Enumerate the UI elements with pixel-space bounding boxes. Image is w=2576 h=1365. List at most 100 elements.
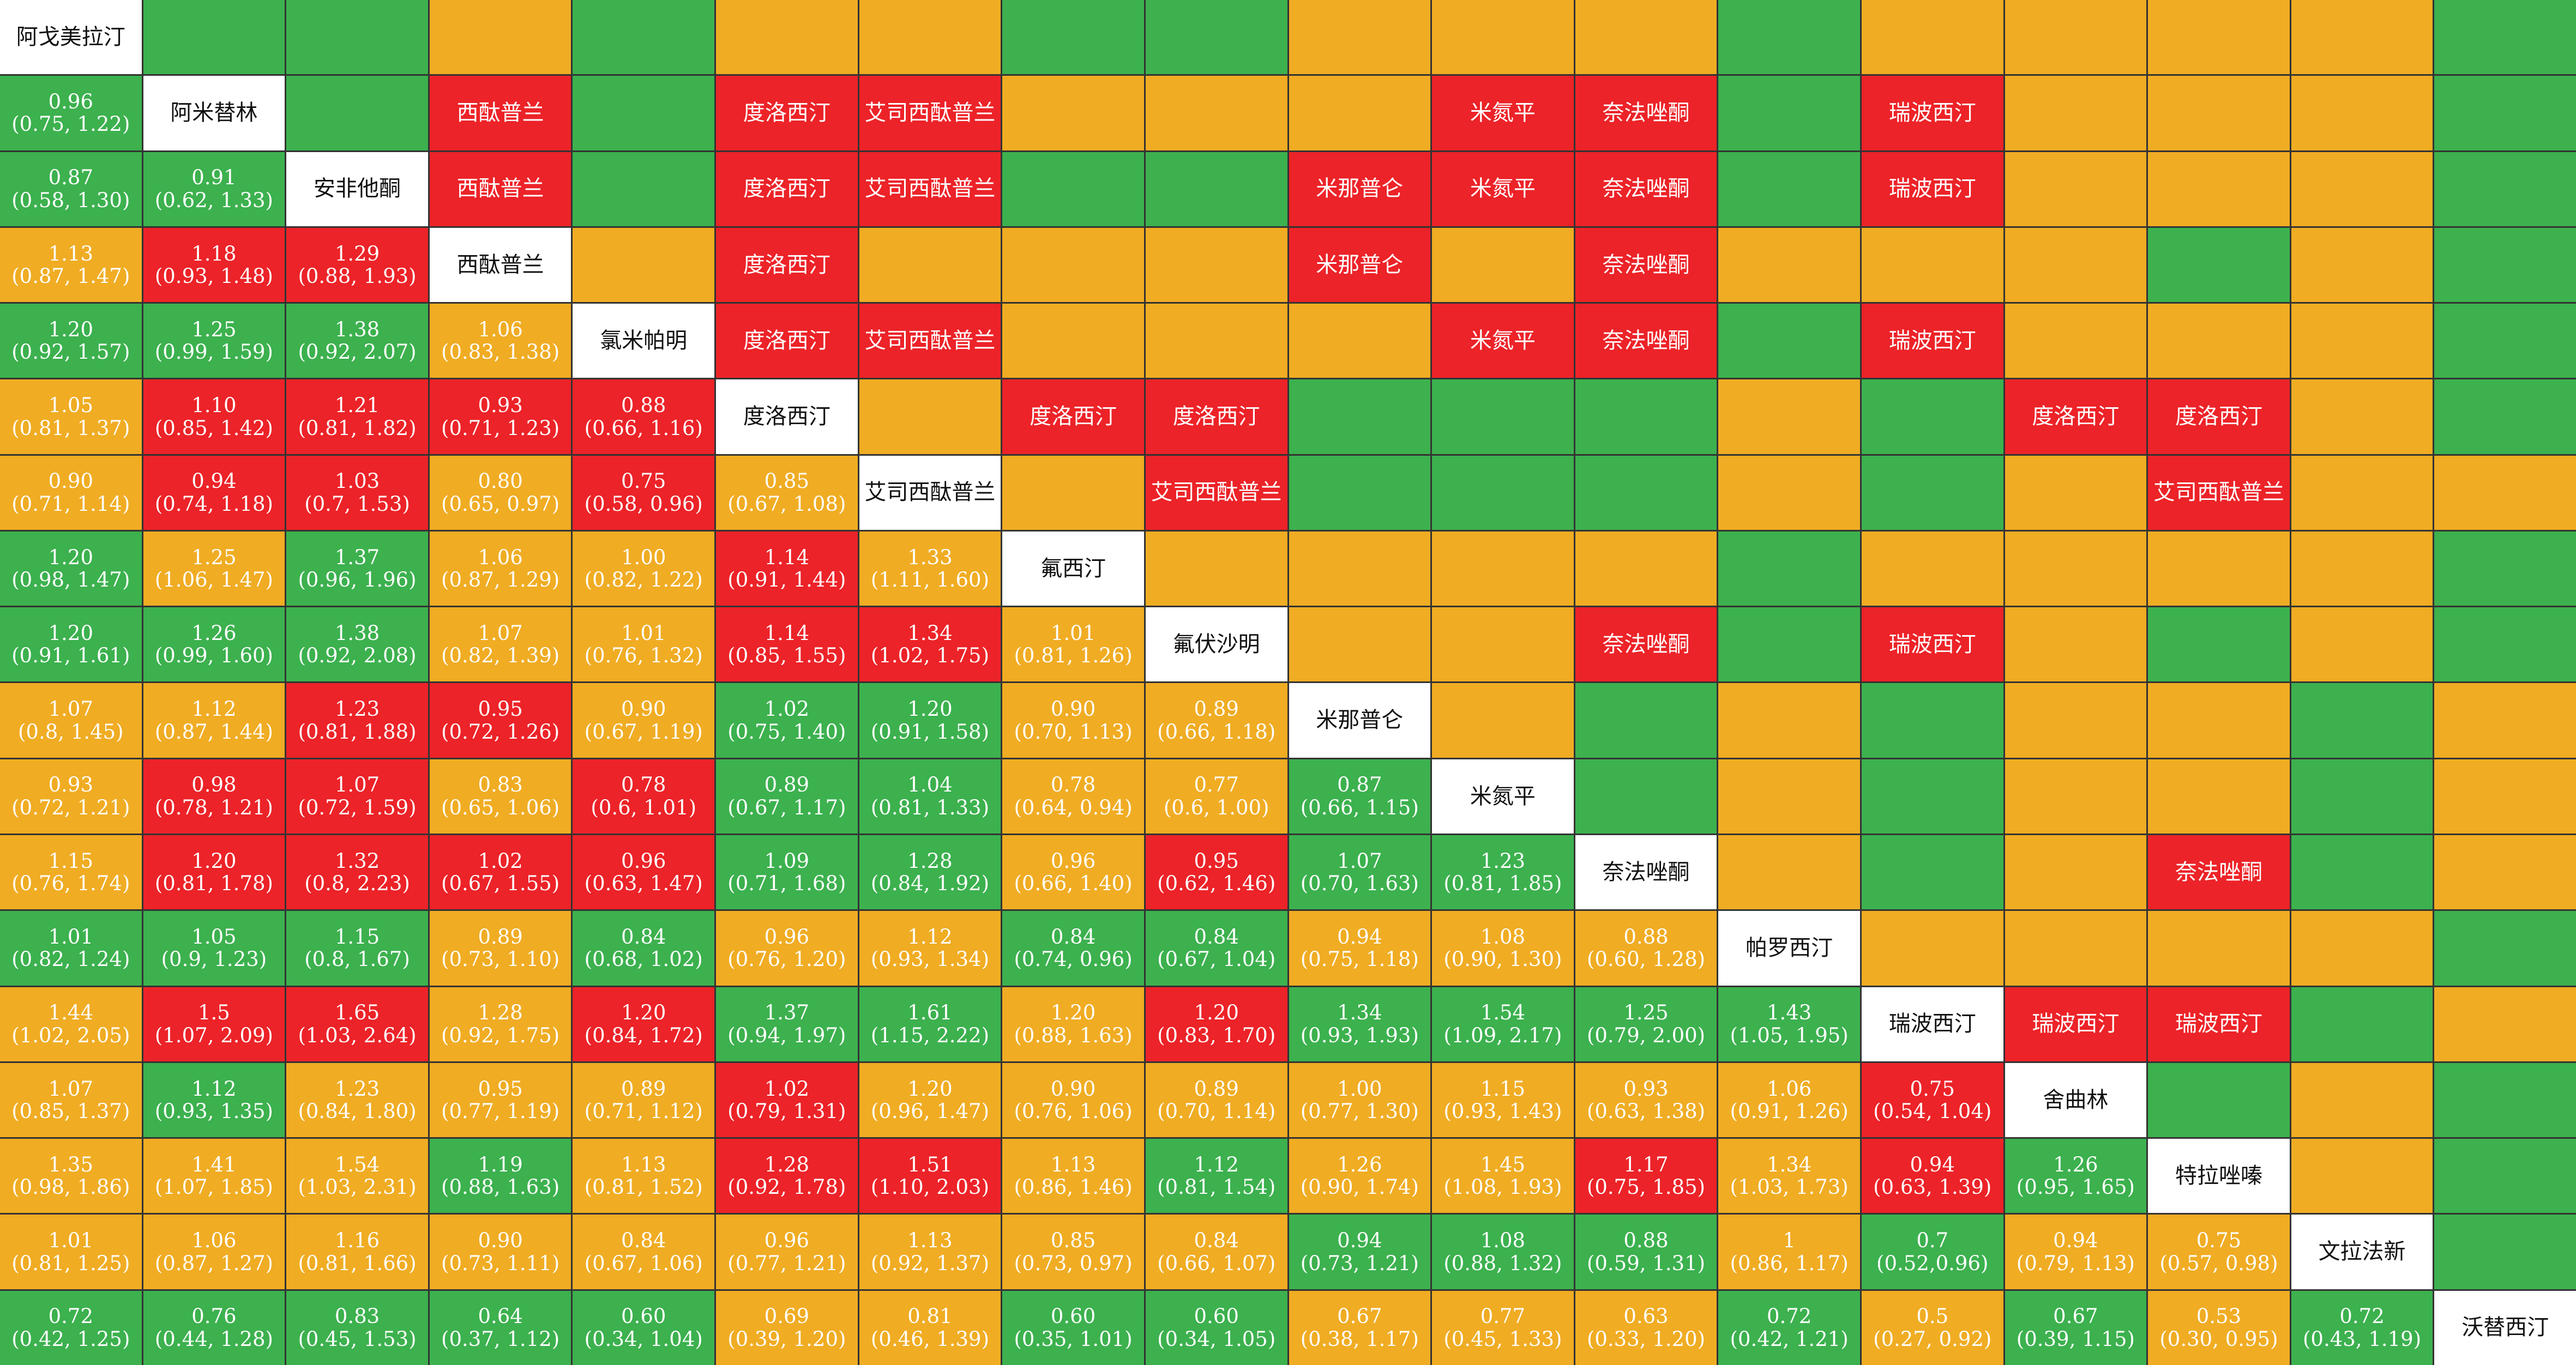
drug-name: 度洛西汀 — [1172, 404, 1260, 430]
empty-color-cell — [2291, 379, 2433, 454]
comparison-estimate-cell: 0.67 (0.38, 1.17) — [1289, 1290, 1431, 1365]
confidence-interval: (0.8, 1.45) — [17, 720, 124, 744]
empty-color-cell — [1718, 379, 1860, 454]
drug-name: 米那普仑 — [1316, 708, 1404, 733]
empty-color-cell — [2434, 152, 2576, 226]
confidence-interval: (0.63, 1.38) — [1586, 1100, 1706, 1124]
comparison-drug-label-cell: 艾司西酞普兰 — [1145, 455, 1287, 530]
empty-color-cell — [2148, 304, 2290, 378]
effect-estimate: 0.85 — [1050, 1229, 1096, 1253]
empty-color-cell — [2434, 531, 2576, 606]
drug-name: 艾司西酞普兰 — [864, 176, 996, 202]
drug-name: 文拉法新 — [2318, 1239, 2406, 1265]
confidence-interval: (0.67, 1.06) — [584, 1251, 703, 1275]
confidence-interval: (0.39, 1.15) — [2016, 1327, 2135, 1351]
empty-color-cell — [286, 76, 428, 150]
confidence-interval: (0.81, 1.66) — [298, 1251, 417, 1275]
comparison-estimate-cell: 0.77 (0.6, 1.00) — [1145, 759, 1287, 834]
effect-estimate: 1.12 — [1194, 1152, 1239, 1176]
comparison-estimate-cell: 1.38 (0.92, 2.07) — [286, 304, 428, 378]
empty-color-cell — [1289, 531, 1431, 606]
empty-color-cell — [2291, 152, 2433, 226]
drug-name: 度洛西汀 — [743, 404, 830, 430]
comparison-estimate-cell: 1.20 (0.81, 1.78) — [143, 835, 285, 910]
confidence-interval: (0.93, 1.34) — [870, 947, 990, 971]
drug-name: 瑞波西汀 — [1888, 1011, 1976, 1037]
effect-estimate: 0.5 — [1916, 1304, 1949, 1328]
comparison-estimate-cell: 1.00 (0.77, 1.30) — [1289, 1062, 1431, 1138]
diagonal-drug-name-cell: 阿戈美拉汀 — [0, 0, 142, 75]
empty-color-cell — [2148, 683, 2290, 758]
confidence-interval: (0.70, 1.13) — [1014, 720, 1133, 744]
empty-color-cell — [1432, 379, 1574, 454]
empty-color-cell — [1718, 835, 1860, 910]
confidence-interval: (0.72, 1.21) — [11, 795, 130, 819]
empty-color-cell — [1718, 0, 1860, 75]
diagonal-drug-name-cell: 阿米替林 — [143, 76, 285, 150]
comparison-estimate-cell: 1.06 (0.87, 1.27) — [143, 1215, 285, 1289]
diagonal-drug-name-cell: 安非他酮 — [286, 152, 428, 226]
drug-name: 米氮平 — [1470, 783, 1536, 809]
comparison-estimate-cell: 1.34 (1.02, 1.75) — [859, 607, 1001, 682]
confidence-interval: (0.71, 1.12) — [584, 1100, 703, 1124]
confidence-interval: (0.72, 1.59) — [298, 795, 417, 819]
comparison-estimate-cell: 1.41 (1.07, 1.85) — [143, 1139, 285, 1213]
comparison-drug-label-cell: 度洛西汀 — [1145, 379, 1287, 454]
confidence-interval: (0.81, 1.88) — [298, 720, 417, 744]
drug-name: 度洛西汀 — [2175, 404, 2262, 430]
confidence-interval: (0.81, 1.26) — [1014, 644, 1133, 668]
confidence-interval: (0.37, 1.12) — [441, 1327, 560, 1351]
empty-color-cell — [1575, 683, 1717, 758]
empty-color-cell — [2005, 152, 2147, 226]
effect-estimate: 1.08 — [1480, 925, 1526, 949]
effect-estimate: 1.54 — [1480, 1001, 1526, 1025]
comparison-drug-label-cell: 米那普仑 — [1289, 227, 1431, 303]
comparison-estimate-cell: 1.07 (0.70, 1.63) — [1289, 835, 1431, 910]
confidence-interval: (0.94, 1.97) — [727, 1023, 846, 1047]
confidence-interval: (1.10, 2.03) — [870, 1175, 990, 1199]
comparison-estimate-cell: 1.34 (0.93, 1.93) — [1289, 987, 1431, 1061]
empty-color-cell — [573, 227, 715, 303]
empty-color-cell — [2434, 76, 2576, 150]
confidence-interval: (0.7, 1.53) — [304, 492, 410, 516]
confidence-interval: (1.07, 1.85) — [154, 1175, 273, 1199]
comparison-estimate-cell: 0.69 (0.39, 1.20) — [716, 1290, 858, 1365]
comparison-estimate-cell: 0.87 (0.58, 1.30) — [0, 152, 142, 226]
confidence-interval: (0.66, 1.18) — [1157, 720, 1276, 744]
effect-estimate: 1.17 — [1623, 1152, 1669, 1176]
comparison-estimate-cell: 1.15 (0.76, 1.74) — [0, 835, 142, 910]
confidence-interval: (0.88, 1.93) — [298, 264, 417, 288]
effect-estimate: 1.14 — [764, 621, 810, 645]
empty-color-cell — [1718, 607, 1860, 682]
effect-estimate: 0.67 — [2053, 1304, 2098, 1328]
confidence-interval: (0.79, 1.31) — [727, 1100, 846, 1124]
drug-name: 瑞波西汀 — [1888, 176, 1976, 202]
confidence-interval: (0.67, 1.04) — [1157, 947, 1276, 971]
confidence-interval: (0.67, 1.08) — [727, 492, 846, 516]
confidence-interval: (0.79, 2.00) — [1586, 1023, 1706, 1047]
confidence-interval: (0.91, 1.58) — [870, 720, 990, 744]
comparison-estimate-cell: 0.89 (0.67, 1.17) — [716, 759, 858, 834]
comparison-drug-label-cell: 度洛西汀 — [716, 227, 858, 303]
effect-estimate: 1.37 — [334, 545, 380, 569]
confidence-interval: (1.15, 2.22) — [870, 1023, 990, 1047]
empty-color-cell — [1289, 379, 1431, 454]
effect-estimate: 1.20 — [48, 317, 93, 341]
drug-name: 艾司西酞普兰 — [864, 328, 996, 353]
empty-color-cell — [286, 0, 428, 75]
comparison-estimate-cell: 1.28 (0.84, 1.92) — [859, 835, 1001, 910]
effect-estimate: 1.20 — [907, 1077, 953, 1101]
effect-estimate: 0.96 — [764, 925, 810, 949]
effect-estimate: 1.28 — [907, 849, 953, 873]
empty-color-cell — [1718, 759, 1860, 834]
effect-estimate: 0.77 — [1194, 773, 1239, 797]
confidence-interval: (0.85, 1.37) — [11, 1100, 130, 1124]
comparison-estimate-cell: 0.75 (0.57, 0.98) — [2148, 1215, 2290, 1289]
comparison-drug-label-cell: 米氮平 — [1432, 304, 1574, 378]
effect-estimate: 1.02 — [764, 1077, 810, 1101]
effect-estimate: 1.38 — [334, 621, 380, 645]
effect-estimate: 1.12 — [191, 697, 237, 721]
confidence-interval: (0.75, 1.22) — [11, 112, 130, 136]
comparison-estimate-cell: 0.84 (0.66, 1.07) — [1145, 1215, 1287, 1289]
